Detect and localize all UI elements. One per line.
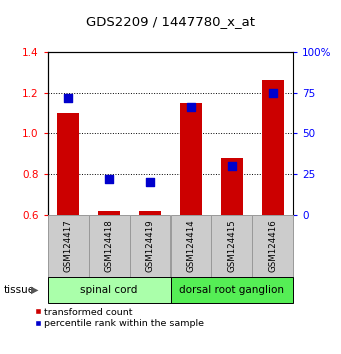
Point — [270, 90, 276, 96]
Text: GSM124415: GSM124415 — [227, 219, 236, 272]
Point — [147, 179, 153, 185]
Point — [229, 163, 235, 169]
Text: GSM124416: GSM124416 — [268, 219, 277, 272]
Point — [65, 95, 71, 101]
Text: GDS2209 / 1447780_x_at: GDS2209 / 1447780_x_at — [86, 15, 255, 28]
Bar — [139, 211, 161, 215]
Text: GSM124414: GSM124414 — [187, 219, 195, 272]
Text: tissue: tissue — [3, 285, 34, 295]
Text: dorsal root ganglion: dorsal root ganglion — [179, 285, 284, 295]
Bar — [130, 215, 170, 277]
Bar — [221, 158, 243, 215]
Text: ▶: ▶ — [31, 285, 38, 295]
Bar — [180, 103, 202, 215]
Point — [188, 104, 194, 110]
Bar — [262, 80, 284, 215]
Bar — [252, 215, 293, 277]
Bar — [48, 215, 89, 277]
Text: GSM124417: GSM124417 — [64, 219, 73, 272]
Text: spinal cord: spinal cord — [80, 285, 138, 295]
Text: GSM124419: GSM124419 — [146, 219, 154, 272]
Bar — [98, 211, 120, 215]
Bar — [89, 215, 130, 277]
Point — [106, 176, 112, 182]
Bar — [170, 277, 293, 303]
Legend: transformed count, percentile rank within the sample: transformed count, percentile rank withi… — [35, 308, 204, 328]
Bar — [57, 113, 79, 215]
Bar — [211, 215, 252, 277]
Bar — [48, 277, 170, 303]
Text: GSM124418: GSM124418 — [105, 219, 114, 272]
Bar — [170, 215, 211, 277]
